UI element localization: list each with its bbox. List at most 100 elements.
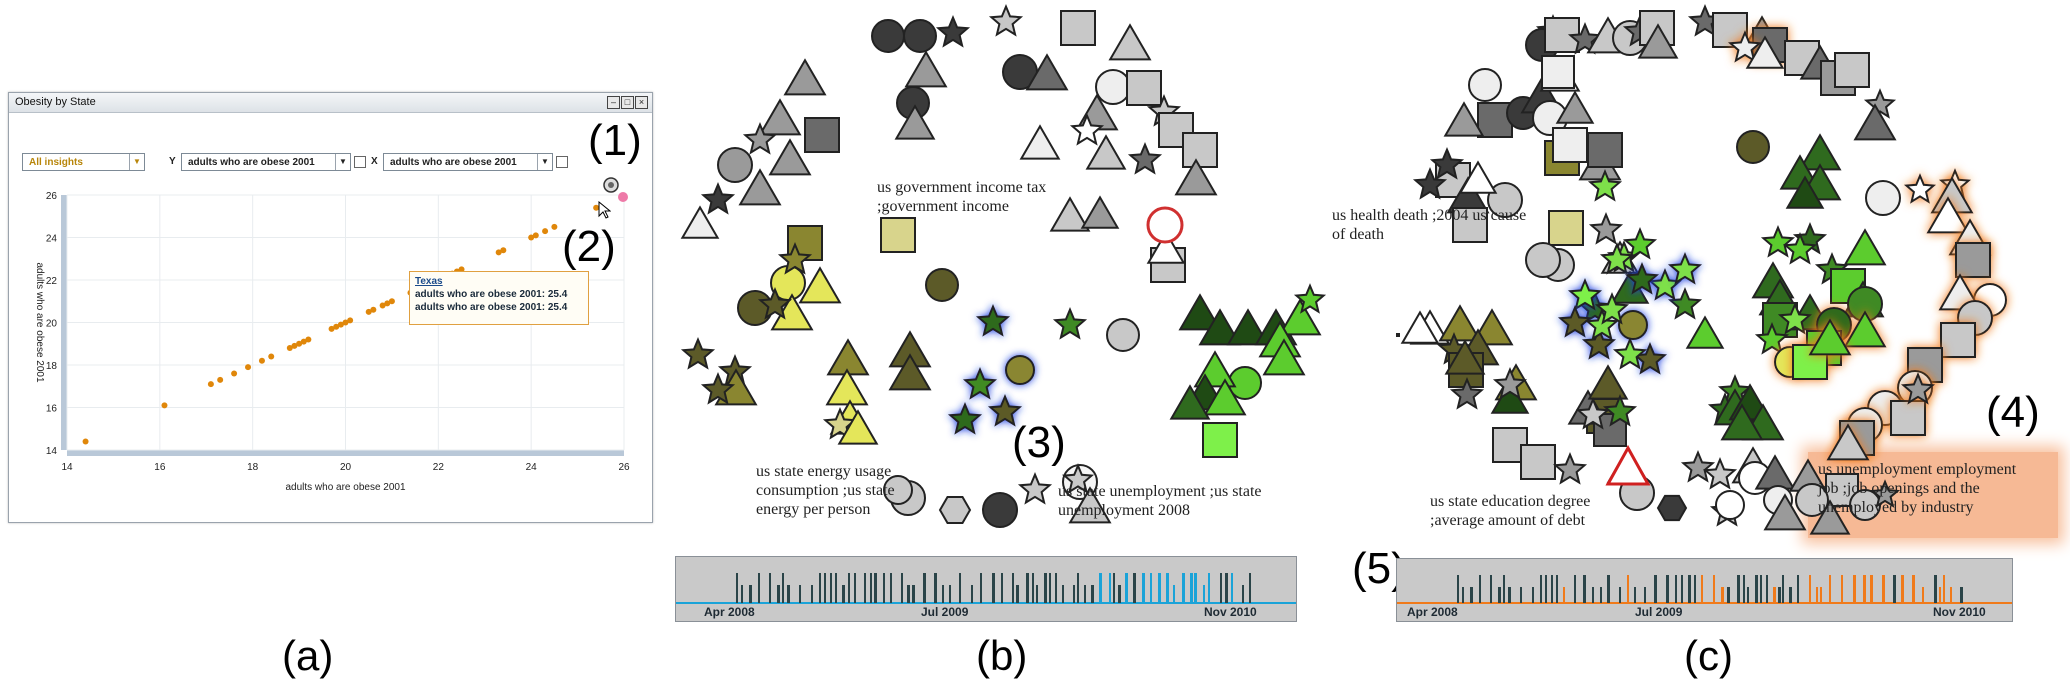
triangle-glyph-icon[interactable] [888,353,932,391]
circle-glyph-icon[interactable] [903,19,937,53]
circle-glyph-icon[interactable] [1106,318,1140,352]
timeline-c[interactable]: Apr 2008 Jul 2009 Nov 2010 [1396,558,2013,622]
circle-glyph-icon[interactable] [982,492,1018,528]
data-point[interactable] [379,302,386,309]
triangle-glyph-icon[interactable] [1049,196,1091,232]
circle-glyph-icon[interactable] [1736,130,1770,164]
star-glyph-icon[interactable] [1575,397,1611,430]
triangle-glyph-icon[interactable] [894,104,936,140]
data-point[interactable] [82,438,89,445]
circle-glyph-icon[interactable] [1525,242,1561,278]
star-glyph-icon[interactable] [1599,242,1635,275]
triangle-glyph-icon[interactable] [1785,175,1825,209]
triangle-glyph-icon[interactable] [1587,364,1629,400]
star-glyph-icon[interactable] [1127,142,1163,175]
star-glyph-icon[interactable] [1412,167,1448,200]
data-point[interactable] [291,342,298,349]
triangle-glyph-icon[interactable] [1458,160,1498,194]
star-glyph-icon[interactable] [988,4,1024,37]
data-point[interactable] [347,317,354,324]
square-glyph-icon[interactable] [1182,132,1218,168]
square-glyph-icon[interactable] [1548,210,1584,246]
triangle-glyph-icon[interactable] [1843,228,1887,266]
star-glyph-icon[interactable] [1727,30,1763,63]
star-glyph-icon[interactable] [700,372,736,405]
magnifier-icon[interactable] [601,175,631,205]
triangle-glyph-icon[interactable] [1555,90,1595,124]
square-glyph-icon[interactable] [1834,52,1870,88]
circle-glyph-icon[interactable] [871,19,905,53]
data-point[interactable] [532,232,539,239]
star-glyph-icon[interactable] [1622,227,1658,260]
square-glyph-icon[interactable] [1452,207,1488,243]
triangle-glyph-icon[interactable] [825,368,869,406]
y-select[interactable]: adults who are obese 2001 ▼ [181,153,351,171]
triangle-glyph-icon[interactable] [1843,310,1887,348]
triangle-glyph-icon[interactable] [904,50,948,88]
triangle-glyph-icon[interactable] [1068,486,1112,524]
star-glyph-icon[interactable] [962,367,998,400]
selected-triangle-icon[interactable] [1605,444,1651,486]
star-glyph-icon[interactable] [1061,463,1095,494]
circle-glyph-icon[interactable] [1618,310,1648,340]
triangle-glyph-icon[interactable] [1745,35,1785,69]
circle-glyph-icon[interactable] [925,268,959,302]
triangle-glyph-icon[interactable] [1169,384,1211,420]
window-title-bar[interactable]: Obesity by State [9,93,652,113]
triangle-glyph-icon[interactable] [1808,318,1852,356]
triangle-glyph-icon[interactable] [1809,499,1851,535]
star-glyph-icon[interactable] [742,122,778,155]
data-point[interactable] [333,323,340,330]
data-point[interactable] [268,353,275,360]
star-glyph-icon[interactable] [947,402,983,435]
star-glyph-icon[interactable] [680,337,716,370]
star-glyph-icon[interactable] [1052,307,1088,340]
circle-glyph-icon[interactable] [1487,182,1523,218]
star-glyph-icon[interactable] [987,394,1023,427]
star-glyph-icon[interactable] [1667,287,1703,320]
square-glyph-icon[interactable] [1396,333,1400,337]
triangle-glyph-icon[interactable] [758,98,802,136]
square-glyph-icon[interactable] [1060,10,1096,46]
star-glyph-icon[interactable] [1552,452,1588,485]
star-glyph-icon[interactable] [1584,308,1620,341]
square-glyph-icon[interactable] [804,117,840,153]
close-icon[interactable]: × [635,96,648,109]
star-glyph-icon[interactable] [1581,327,1617,360]
triangle-glyph-icon[interactable] [1174,158,1218,196]
maximize-icon[interactable]: □ [621,96,634,109]
tooltip-state[interactable]: Texas [415,276,443,287]
data-point[interactable] [528,234,535,241]
star-glyph-icon[interactable] [1612,337,1648,370]
triangle-glyph-icon[interactable] [1685,315,1725,349]
circle-glyph-icon[interactable] [1005,355,1035,385]
triangle-glyph-icon[interactable] [1444,339,1486,375]
triangle-glyph-icon[interactable] [1025,53,1069,91]
star-glyph-icon[interactable] [935,15,971,48]
circle-glyph-icon[interactable] [1468,68,1502,102]
triangle-glyph-icon[interactable] [768,138,812,176]
square-glyph-icon[interactable] [1955,242,1991,278]
star-glyph-icon[interactable] [1782,232,1818,265]
star-glyph-icon[interactable] [1069,113,1105,146]
triangle-glyph-icon[interactable] [1763,493,1807,531]
triangle-glyph-icon[interactable] [1278,298,1322,336]
star-glyph-icon[interactable] [1754,322,1790,355]
star-glyph-icon[interactable] [1667,252,1703,285]
circle-glyph-icon[interactable] [883,475,913,505]
triangle-glyph-icon[interactable] [837,409,879,445]
triangle-glyph-icon[interactable] [1203,378,1247,416]
data-point[interactable] [384,300,391,307]
star-glyph-icon[interactable] [1680,450,1716,483]
hexagon-glyph-icon[interactable] [938,496,972,524]
data-point[interactable] [458,266,465,273]
data-point[interactable] [593,204,600,211]
timeline-b[interactable]: Apr 2008 Jul 2009 Nov 2010 [675,556,1297,622]
star-glyph-icon[interactable] [1557,305,1593,338]
star-glyph-icon[interactable] [1492,367,1528,400]
square-glyph-icon[interactable] [1940,322,1976,358]
data-point[interactable] [328,325,335,332]
square-glyph-icon[interactable] [1890,400,1926,436]
star-glyph-icon[interactable] [1624,262,1660,295]
data-point[interactable] [258,357,265,364]
